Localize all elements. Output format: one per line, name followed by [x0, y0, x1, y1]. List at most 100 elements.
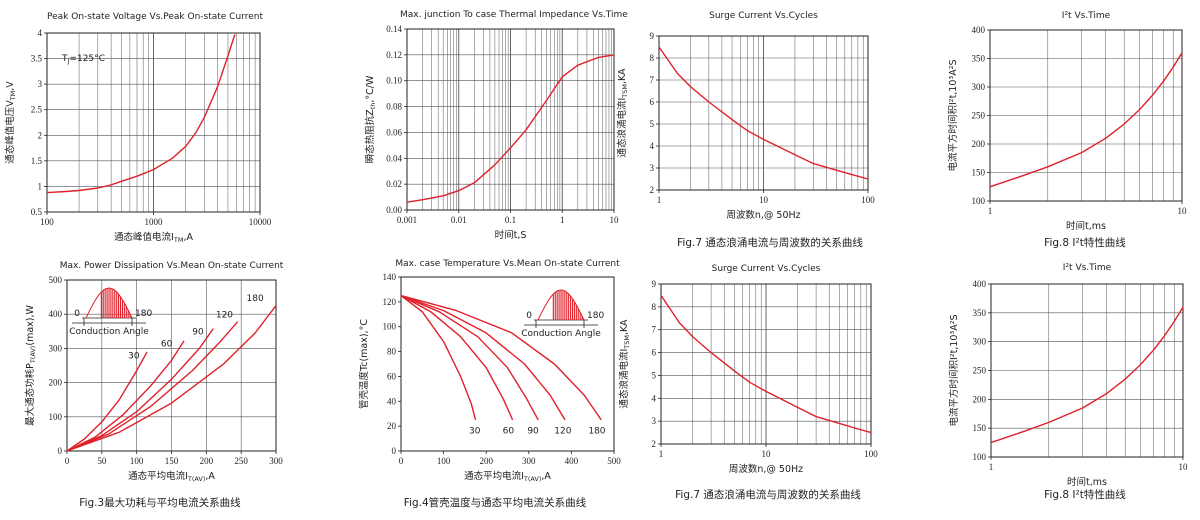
y-tick-label: 400: [973, 279, 987, 289]
figure-caption: Fig.7 通态浪涌电流与周波数的关系曲线: [675, 488, 861, 501]
series-line-90: [400, 294, 539, 421]
series-label-120: 120: [216, 311, 233, 321]
x-tick-label: 100: [864, 449, 878, 459]
series-line-0: [990, 306, 1184, 444]
y-tick-label: 0.5: [31, 207, 43, 217]
figure-caption: Fig.8 I²t特性曲线: [1044, 488, 1126, 501]
series-label-120: 120: [554, 427, 571, 437]
series-line-30: [66, 351, 148, 452]
y-tick-label: 40: [387, 396, 397, 406]
x-axis-label-main: 周波数n,@ 50Hz: [726, 209, 800, 221]
x-tick-label: 50: [97, 456, 107, 466]
y-tick-label: 9: [650, 31, 655, 41]
y-tick-label: 8: [652, 302, 657, 312]
y-tick-label: 2: [38, 130, 43, 140]
x-axis-label: 时间t,ms: [1066, 220, 1106, 232]
series-line-180: [66, 305, 277, 452]
y-tick-label: 7: [650, 75, 655, 85]
y-tick-label: 5: [650, 119, 655, 129]
y-axis-label-sub: TSM: [621, 84, 629, 99]
y-tick-label: 500: [49, 275, 63, 285]
grid-c7: [660, 283, 871, 445]
x-axis-label: 通态峰值电流ITM,A: [114, 231, 193, 244]
x-tick-label: 1: [657, 195, 662, 205]
x-tick-label: 1: [659, 449, 664, 459]
x-axis-label-main: 时间t,ms: [1067, 476, 1107, 488]
chart-title: Max. junction To case Thermal Impedance …: [400, 10, 628, 20]
x-tick-label: 10000: [249, 217, 272, 227]
series-line-0: [406, 54, 615, 203]
grid-c4: [989, 29, 1182, 202]
y-axis-label: 最大通态功耗PT(AV)(max),W: [24, 305, 37, 426]
y-axis-label-sub: T(AV): [29, 346, 37, 365]
figure-caption: Fig.4管壳温度与通态平均电流关系曲线: [404, 496, 587, 509]
chart-title: Max. Power Dissipation Vs.Mean On-state …: [60, 261, 284, 271]
series-label-90: 90: [527, 427, 539, 437]
x-tick-label: 100: [130, 456, 144, 466]
x-tick-label: 200: [479, 456, 493, 466]
series-line-0: [989, 52, 1183, 188]
series-line-120: [66, 321, 239, 452]
y-tick-label: 3.5: [31, 54, 43, 64]
y-tick-label: 400: [49, 309, 63, 319]
y-axis-label-main: 最大通态功耗P: [24, 363, 36, 426]
x-tick-label: 400: [565, 456, 579, 466]
y-tick-label: 1.5: [31, 156, 43, 166]
series-line-120: [400, 294, 566, 421]
chart-title: Surge Current Vs.Cycles: [709, 11, 818, 21]
series-line-30: [400, 295, 477, 421]
y-tick-label: 60: [387, 371, 397, 381]
y-tick-label: 4: [652, 393, 657, 403]
y-tick-label: 80: [387, 347, 397, 357]
y-axis-label-main: 通态峰值电压V: [4, 100, 16, 164]
annotation-tail: =125°C: [69, 54, 105, 64]
y-tick-label: 9: [652, 279, 657, 289]
y-axis-label: 瞬态热阻抗Zth,°C/W: [364, 75, 377, 163]
series-label-180: 180: [247, 294, 264, 304]
x-tick-label: 100: [861, 195, 875, 205]
x-axis-label-main: 通态平均电流I: [128, 470, 188, 482]
x-tick-label: 0: [65, 456, 70, 466]
chart-c7: 2 3 4 5 6 7 8 9 1 10 100 Surge Current Vs.Cycles 周波数…: [618, 264, 878, 501]
y-tick-label: 4: [650, 141, 655, 151]
x-tick-label: 10: [610, 215, 620, 225]
y-tick-label: 100: [972, 196, 986, 206]
y-axis-label-tail: ,KA: [619, 319, 630, 335]
series-line-0: [660, 295, 872, 434]
inset-180-label: 180: [587, 311, 604, 321]
y-axis-label-main: 通态浪涌电流I: [616, 98, 628, 158]
x-axis-label: 时间t,S: [495, 229, 527, 241]
grid-c1: [46, 32, 260, 213]
annotation-sub: J: [67, 57, 70, 65]
series-label-30: 30: [469, 427, 481, 437]
y-axis-label: 管壳温度Tc(max),°C: [358, 319, 370, 409]
y-tick-label: 2.5: [31, 105, 43, 115]
grid-c8: [990, 283, 1183, 458]
series-label-180: 180: [588, 427, 605, 437]
y-axis-label-sub: th: [369, 103, 377, 110]
x-tick-label: 150: [165, 456, 179, 466]
x-tick-label: 0.01: [451, 215, 467, 225]
y-tick-label: 1: [38, 181, 43, 191]
x-axis-label: 周波数n,@ 50Hz: [729, 463, 803, 475]
y-tick-label: 7: [652, 325, 657, 335]
y-tick-label: 0.04: [386, 153, 402, 163]
chart-title: I²t Vs.Time: [1062, 11, 1111, 21]
conduction-angle-label: Conduction Angle: [521, 329, 601, 339]
chart-c3: 2 3 4 5 6 7 8 9 1 10 100 Surge Current Vs.Cycles 周波数…: [616, 11, 875, 249]
y-tick-label: 100: [973, 452, 987, 462]
x-tick-label: 100: [40, 217, 54, 227]
y-tick-label: 150: [972, 168, 986, 178]
series-line-0: [46, 34, 236, 194]
x-axis-label: 通态平均电流IT(AV),A: [464, 470, 551, 483]
series-label-30: 30: [128, 352, 140, 362]
x-tick-label: 1000: [145, 217, 164, 227]
x-tick-label: 1: [560, 215, 565, 225]
y-axis-label-tail: ,KA: [617, 68, 628, 84]
figure-caption: Fig.8 I²t特性曲线: [1044, 236, 1126, 249]
y-tick-label: 200: [972, 139, 986, 149]
x-axis-label-tail: ,A: [183, 232, 193, 243]
y-tick-label: 100: [49, 412, 63, 422]
chart-c8: 100 150 200 250 300 350 400 1 10 I²t Vs.Time 时间t,m…: [948, 263, 1188, 501]
